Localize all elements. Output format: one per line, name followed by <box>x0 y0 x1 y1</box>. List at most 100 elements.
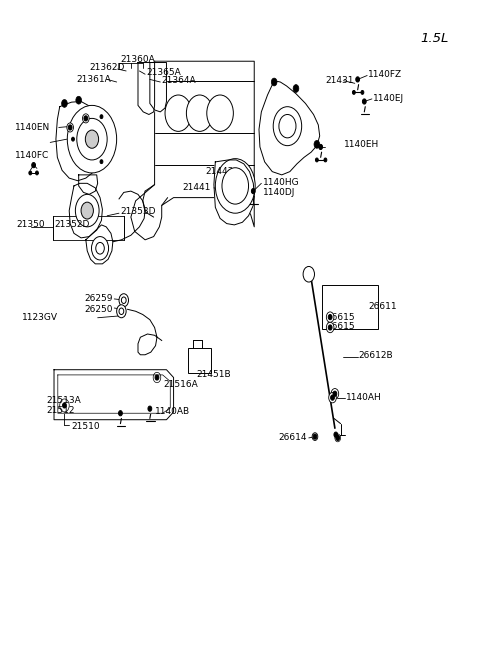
Circle shape <box>331 395 335 400</box>
Text: 21441: 21441 <box>182 183 211 192</box>
Text: 26250: 26250 <box>84 305 113 314</box>
Text: 21360A: 21360A <box>120 56 155 64</box>
Text: 1140EN: 1140EN <box>14 123 50 132</box>
Circle shape <box>153 372 161 383</box>
Circle shape <box>165 95 192 132</box>
Circle shape <box>356 77 360 82</box>
Circle shape <box>100 160 103 164</box>
Text: 1140EH: 1140EH <box>344 140 380 149</box>
Circle shape <box>362 99 366 104</box>
Circle shape <box>61 100 67 107</box>
Circle shape <box>312 433 318 441</box>
Polygon shape <box>79 175 97 195</box>
Text: 1140FC: 1140FC <box>14 151 49 160</box>
Circle shape <box>273 107 301 145</box>
Circle shape <box>328 314 332 320</box>
Circle shape <box>293 84 299 92</box>
Bar <box>188 348 211 373</box>
Circle shape <box>72 137 74 141</box>
Circle shape <box>67 123 73 132</box>
Circle shape <box>326 322 334 333</box>
Text: 21352D: 21352D <box>54 220 89 229</box>
Text: 1140HG: 1140HG <box>263 178 300 187</box>
Circle shape <box>121 297 126 303</box>
Bar <box>322 285 378 329</box>
Text: 1140FZ: 1140FZ <box>368 69 402 79</box>
Circle shape <box>77 119 107 160</box>
Circle shape <box>279 115 296 138</box>
Circle shape <box>92 236 108 260</box>
Circle shape <box>119 411 122 416</box>
Circle shape <box>336 436 340 441</box>
Text: 21510: 21510 <box>72 422 100 431</box>
Polygon shape <box>54 369 174 420</box>
Text: 21516A: 21516A <box>163 380 198 389</box>
Circle shape <box>96 242 104 254</box>
Circle shape <box>328 325 332 330</box>
Polygon shape <box>214 160 254 225</box>
Polygon shape <box>69 183 102 238</box>
Text: 26614: 26614 <box>278 434 306 442</box>
Circle shape <box>148 406 152 411</box>
Circle shape <box>319 144 323 149</box>
Text: 21365A: 21365A <box>146 67 181 77</box>
Circle shape <box>216 159 255 213</box>
Circle shape <box>32 162 36 168</box>
Text: 21512: 21512 <box>47 406 75 415</box>
Circle shape <box>186 95 213 132</box>
Text: 1140AH: 1140AH <box>346 393 382 402</box>
Text: 26615: 26615 <box>326 312 355 322</box>
Circle shape <box>62 403 66 408</box>
Polygon shape <box>56 102 105 181</box>
Text: 21353D: 21353D <box>120 208 156 216</box>
Text: 26612B: 26612B <box>359 351 393 360</box>
Circle shape <box>315 158 318 162</box>
Circle shape <box>314 140 320 148</box>
Circle shape <box>334 432 338 438</box>
Text: 1123GV: 1123GV <box>22 313 58 322</box>
Circle shape <box>361 90 364 94</box>
Polygon shape <box>58 375 170 413</box>
Circle shape <box>207 95 233 132</box>
Circle shape <box>100 115 103 119</box>
Circle shape <box>29 171 32 175</box>
Circle shape <box>119 308 124 314</box>
Circle shape <box>117 305 126 318</box>
Circle shape <box>76 96 82 104</box>
Circle shape <box>155 375 159 380</box>
Polygon shape <box>150 62 167 112</box>
Circle shape <box>84 116 88 121</box>
Polygon shape <box>259 81 320 175</box>
Circle shape <box>83 114 89 123</box>
Circle shape <box>352 90 355 94</box>
Text: 21443: 21443 <box>206 167 234 176</box>
Circle shape <box>60 399 69 412</box>
Circle shape <box>335 434 341 442</box>
Text: 21361A: 21361A <box>76 75 111 84</box>
Text: 21451B: 21451B <box>196 370 231 379</box>
Text: 1140DJ: 1140DJ <box>263 188 295 197</box>
Circle shape <box>36 171 38 175</box>
Text: 21364A: 21364A <box>161 76 196 85</box>
Circle shape <box>75 195 99 227</box>
Text: 1140EJ: 1140EJ <box>373 94 404 103</box>
Circle shape <box>81 202 94 219</box>
Circle shape <box>303 267 314 282</box>
Polygon shape <box>138 62 155 115</box>
Text: 21362D: 21362D <box>89 64 124 72</box>
Circle shape <box>324 158 327 162</box>
Text: 26259: 26259 <box>84 294 113 303</box>
Text: 1.5L: 1.5L <box>420 32 449 45</box>
Circle shape <box>333 391 337 396</box>
Text: 21513A: 21513A <box>47 396 81 405</box>
Text: 21350: 21350 <box>16 220 45 229</box>
Circle shape <box>271 78 277 86</box>
Circle shape <box>326 312 334 322</box>
Circle shape <box>222 168 249 204</box>
Circle shape <box>67 105 117 173</box>
Text: 1140AB: 1140AB <box>155 407 190 417</box>
Circle shape <box>329 392 336 403</box>
Circle shape <box>119 293 129 307</box>
Text: 26611: 26611 <box>368 302 397 311</box>
Circle shape <box>313 434 317 440</box>
